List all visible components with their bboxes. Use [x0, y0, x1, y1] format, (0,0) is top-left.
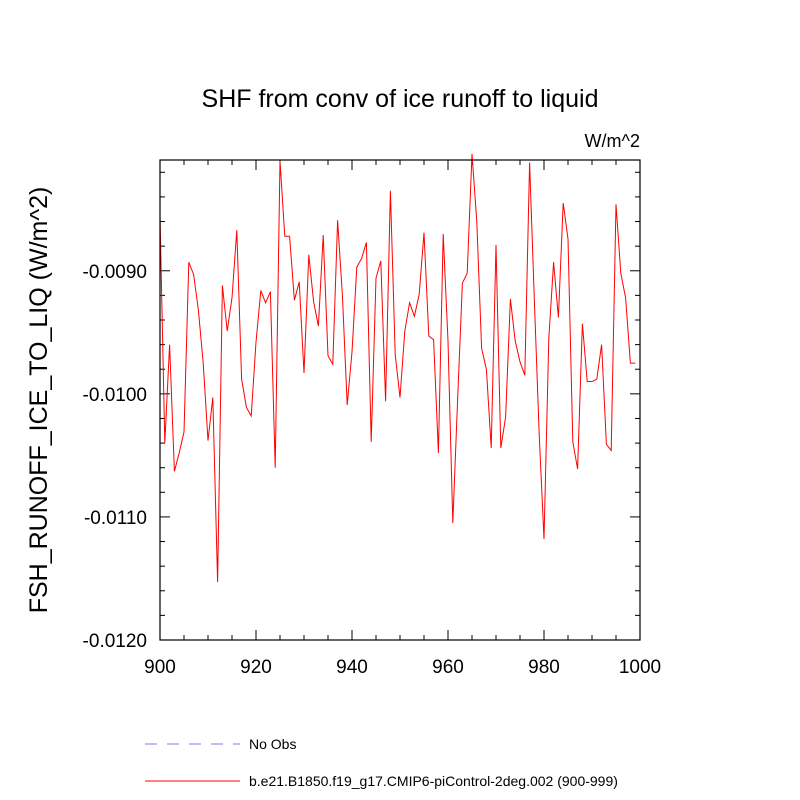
- y-tick-label: -0.0110: [84, 508, 147, 529]
- units-label: W/m^2: [585, 131, 640, 151]
- plot-frame: [159, 159, 641, 641]
- y-tick-label: -0.0100: [83, 385, 147, 406]
- x-tick-label: 940: [336, 657, 368, 678]
- series-layer: [159, 153, 636, 583]
- x-tick-label: 960: [432, 657, 464, 678]
- x-tick-label: 1000: [619, 657, 661, 678]
- legend-label-no-obs: No Obs: [249, 736, 296, 752]
- x-tick-label: 980: [528, 657, 560, 678]
- axis-ticks: 900 920 940 960 980 1000 -0.0090 -0.0100 -0.0110…: [83, 160, 661, 678]
- y-tick-label: -0.0090: [83, 262, 147, 283]
- x-tick-label: 920: [240, 657, 272, 678]
- series-line-0: [159, 153, 636, 583]
- y-axis-label: FSH_RUNOFF_ICE_TO_LIQ (W/m^2): [25, 187, 53, 614]
- x-tick-label: 900: [144, 657, 176, 678]
- y-tick-label: -0.0120: [83, 631, 147, 652]
- legend-label-run: b.e21.B1850.f19_g17.CMIP6-piControl-2deg…: [249, 773, 618, 789]
- chart-title: SHF from conv of ice runoff to liquid: [202, 85, 599, 113]
- legend: No Obs b.e21.B1850.f19_g17.CMIP6-piContr…: [145, 736, 618, 789]
